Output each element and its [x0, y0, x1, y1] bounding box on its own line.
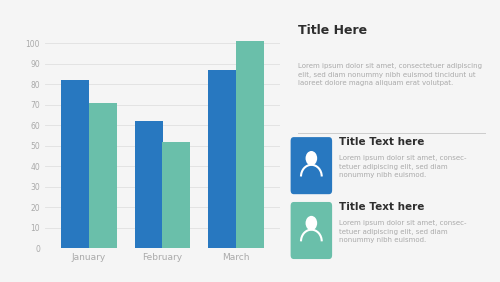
Bar: [89, 103, 117, 248]
Text: Title Text here: Title Text here: [340, 202, 425, 212]
Text: Lorem ipsum dolor sit amet, consec-
tetuer adipiscing elit, sed diam
nonummy nib: Lorem ipsum dolor sit amet, consec- tetu…: [340, 220, 467, 243]
Bar: [162, 142, 190, 248]
Bar: [134, 121, 162, 248]
Bar: [208, 70, 236, 248]
Text: Title Here: Title Here: [298, 24, 367, 37]
Bar: [61, 80, 89, 248]
Circle shape: [306, 216, 317, 230]
FancyBboxPatch shape: [290, 202, 332, 259]
Text: Lorem ipsum dolor sit amet, consectetuer adipiscing
elit, sed diam nonummy nibh : Lorem ipsum dolor sit amet, consectetuer…: [298, 63, 482, 86]
FancyBboxPatch shape: [290, 137, 332, 194]
Circle shape: [306, 151, 317, 166]
Text: Lorem ipsum dolor sit amet, consec-
tetuer adipiscing elit, sed diam
nonummy nib: Lorem ipsum dolor sit amet, consec- tetu…: [340, 155, 467, 178]
Bar: [236, 41, 264, 248]
Text: Title Text here: Title Text here: [340, 137, 425, 147]
